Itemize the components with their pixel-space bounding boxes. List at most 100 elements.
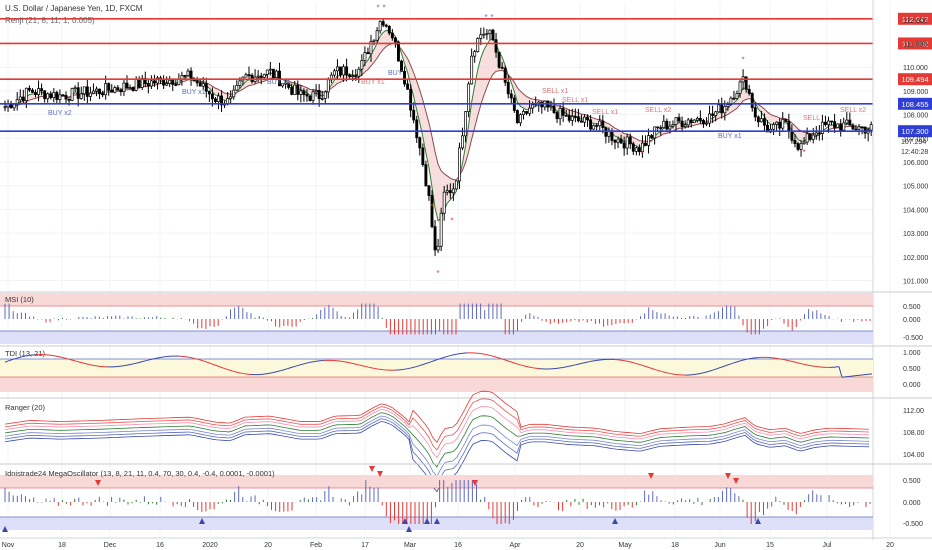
price-tick: 102.000 [903,255,928,262]
mega-oscillator-pane[interactable]: Idnistrade24 MegaOscillator (13, 8, 21, … [0,463,932,532]
candle-body [656,126,660,129]
low-zone [0,377,873,392]
tdi-pane[interactable]: TDI (13, 21) 1.000 0.500 0.000 [0,345,932,392]
candle-body [589,119,593,130]
candle-body [177,79,181,85]
signal-star: * [484,13,487,22]
candle-body [674,117,678,125]
candle-body [55,92,59,100]
candle-body [473,51,477,57]
tdi-line [412,366,417,368]
tdi-line [190,357,195,359]
candle-body [217,95,220,102]
candle-body [351,75,355,78]
price-tick: 107.000 [903,136,928,143]
candle-body [750,93,754,109]
indicator-label[interactable]: Renji (21, 8, 11, 1, 0.005) [5,16,95,25]
candle-body [869,124,873,131]
time-tick: 20 [576,542,584,549]
candle-body [592,125,596,130]
tdi-line [781,358,786,361]
tdi-line [643,365,648,368]
mid-zone [0,359,873,377]
tdi-line [211,363,216,366]
countdown: 12:40:28 [901,149,928,156]
tdi-line [484,353,489,356]
tdi-line [73,360,78,362]
candle-body [366,52,370,55]
time-tick: 15 [766,542,774,549]
candlesticks[interactable]: * ** ****** * [3,3,873,278]
support-resistance-lines[interactable]: 112.043 111.002 109.494 108.455 107.300 [0,12,932,138]
tdi-line [10,358,15,361]
tdi-line [226,368,231,371]
candle-body [598,120,602,127]
tdi-line [223,367,228,370]
candle-body [400,60,403,72]
signal-star: * [640,150,643,159]
tdi-line [280,369,285,372]
symbol-title[interactable]: U.S. Dollar / Japanese Yen, 1D, FXCM [5,4,143,13]
candle-body [476,38,480,52]
sell-arrow [725,473,731,479]
candle-body [302,90,306,95]
candle-body [644,142,647,146]
pane-tick: 0.000 [903,500,921,507]
candle-body [119,89,123,93]
time-axis[interactable]: Nov 18 Dec 16 2020 20 Feb 17 Mar 16 Apr 20 May 18 Jun 1… [0,537,932,549]
signal-star: * [430,202,433,211]
tdi-line [193,357,198,360]
candle-body [314,90,318,93]
candle-body [110,89,114,93]
candle-body [491,29,495,41]
candle-body [372,39,376,42]
candle-body [262,74,266,78]
tdi-line [274,370,279,373]
tdi-line [202,360,207,363]
tdi-line [442,356,447,359]
candle-body [756,116,760,123]
candle-body [503,67,507,83]
tdi-line [64,357,69,360]
tdi-line [154,357,159,360]
tdi-line [409,366,414,369]
candle-body [418,137,422,149]
tdi-line [646,366,651,369]
price-axis[interactable]: 112.000 111.000 110.000 109.000 108.000 107.0… [872,0,928,540]
candle-body [622,142,626,149]
candle-body [232,89,236,98]
candle-body [854,128,858,131]
candle-body [811,134,815,140]
signal-star: * [382,3,385,12]
time-tick: 20 [264,542,272,549]
tdi-line [631,361,636,364]
time-tick: Mar [404,542,417,549]
candle-body [525,111,529,114]
msi-pane[interactable]: MSI (10) 0.500 0.000 -0.500 [0,291,932,344]
candle-body [311,91,315,101]
candle-body [738,81,742,94]
tdi-line [661,371,666,373]
candle-body [122,82,126,93]
tdi-line [724,364,729,367]
buy-arrow [755,518,761,524]
candle-body [470,55,474,85]
tdi-line [715,367,720,370]
candle-body [336,66,339,72]
tdi-line [448,354,453,357]
candle-body [61,94,65,97]
candle-body [387,26,391,34]
candle-body [88,92,92,97]
candle-body [820,121,824,134]
tdi-line [739,359,744,362]
tdi-line [745,358,750,360]
candle-body [378,21,382,32]
candle-body [73,87,77,90]
pane-tick: 0.000 [903,317,921,324]
candle-body [497,51,501,68]
candle-body [174,84,178,86]
ranger-pane[interactable]: Ranger (20) 112.00 108.00 104.00 [0,390,932,493]
signal-label: SELL x1 [592,109,618,116]
candle-body [116,87,120,91]
